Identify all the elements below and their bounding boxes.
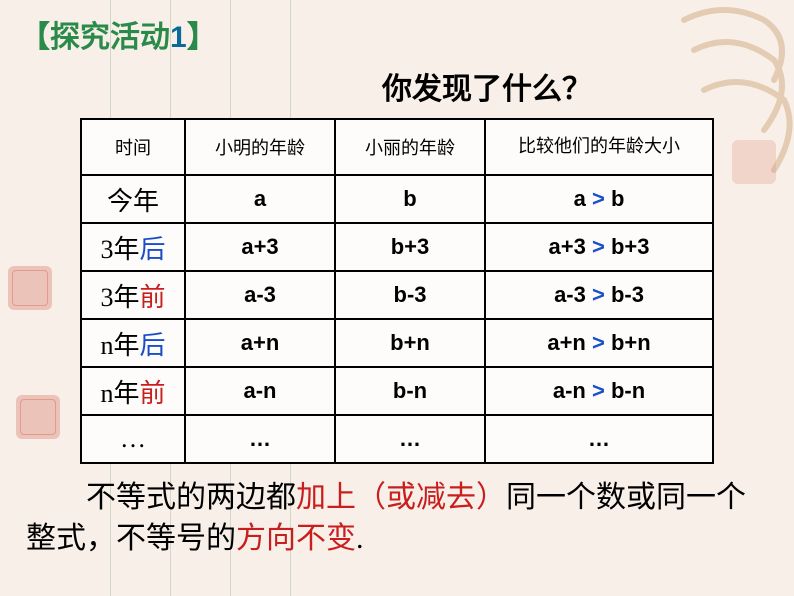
cell-time: n年后 [81, 319, 185, 367]
header-xiaoming-age: 小明的年龄 [185, 119, 335, 175]
activity-title: 【探究活动1】 [20, 12, 774, 56]
cell-xiaoli: … [335, 415, 485, 463]
conclusion-text: 不等式的两边都加上（或减去）同一个数或同一个整式，不等号的方向不变. [20, 478, 774, 559]
table-header-row: 时间 小明的年龄 小丽的年龄 比较他们的年龄大小 [81, 119, 713, 175]
cell-comparison: a > b [485, 175, 713, 223]
table-row: 3年前a-3b-3a-3 > b-3 [81, 271, 713, 319]
conclusion-part: . [356, 522, 364, 555]
cell-xiaoli: b-n [335, 367, 485, 415]
header-xiaoli-age: 小丽的年龄 [335, 119, 485, 175]
cell-time: n年前 [81, 367, 185, 415]
cell-xiaoli: b+3 [335, 223, 485, 271]
cell-comparison: a-3 > b-3 [485, 271, 713, 319]
subtitle-question: 你发现了什么？ [200, 64, 774, 108]
table-row: n年前a-nb-na-n > b-n [81, 367, 713, 415]
conclusion-part: 不等式的两边都 [86, 481, 296, 514]
cell-time: 今年 [81, 175, 185, 223]
conclusion-highlight: 加上（或减去） [296, 481, 506, 514]
table-row: 今年aba > b [81, 175, 713, 223]
cell-xiaoming: a+n [185, 319, 335, 367]
cell-comparison: a+3 > b+3 [485, 223, 713, 271]
title-prefix: 【探究活动 [20, 21, 170, 54]
cell-xiaoming: a+3 [185, 223, 335, 271]
cell-xiaoming: a-3 [185, 271, 335, 319]
cell-xiaoli: b [335, 175, 485, 223]
table-row: ………… [81, 415, 713, 463]
cell-xiaoming: … [185, 415, 335, 463]
cell-time: 3年前 [81, 271, 185, 319]
cell-xiaoming: a [185, 175, 335, 223]
cell-time: … [81, 415, 185, 463]
table-row: 3年后a+3b+3a+3 > b+3 [81, 223, 713, 271]
cell-xiaoming: a-n [185, 367, 335, 415]
cell-xiaoli: b+n [335, 319, 485, 367]
title-number: 1 [170, 21, 187, 54]
conclusion-highlight: 方向不变 [236, 522, 356, 555]
cell-comparison: … [485, 415, 713, 463]
header-time: 时间 [81, 119, 185, 175]
cell-comparison: a-n > b-n [485, 367, 713, 415]
header-comparison: 比较他们的年龄大小 [485, 119, 713, 175]
cell-time: 3年后 [81, 223, 185, 271]
title-suffix: 】 [187, 21, 217, 54]
age-comparison-table: 时间 小明的年龄 小丽的年龄 比较他们的年龄大小 今年aba > b3年后a+3… [80, 118, 714, 464]
table-row: n年后a+nb+na+n > b+n [81, 319, 713, 367]
cell-comparison: a+n > b+n [485, 319, 713, 367]
cell-xiaoli: b-3 [335, 271, 485, 319]
